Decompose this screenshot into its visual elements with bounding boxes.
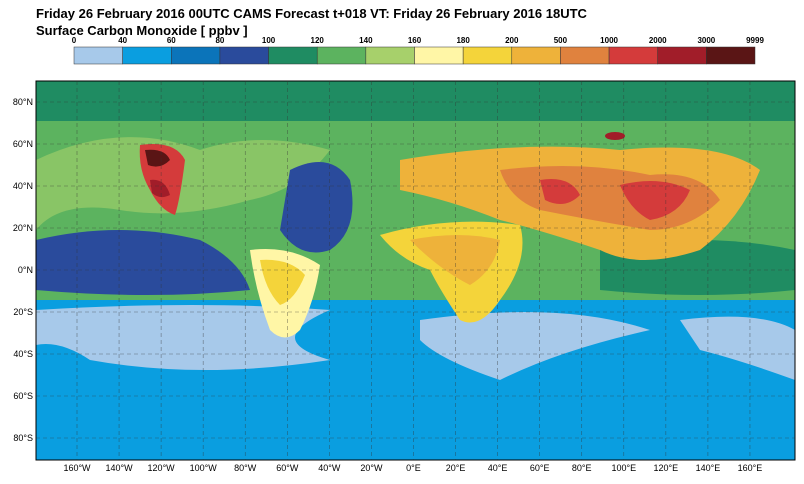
lon-label: 80°E [572, 463, 592, 473]
colorbar-swatch [122, 46, 172, 65]
colorbar-label: 120 [311, 36, 325, 45]
colorbar-swatch [560, 46, 610, 65]
title: Friday 26 February 2016 00UTC CAMS Forec… [36, 6, 588, 21]
colorbar-label: 9999 [746, 36, 764, 45]
lat-label: 20°S [13, 307, 33, 317]
colorbar-label: 160 [408, 36, 422, 45]
colorbar-label: 3000 [697, 36, 715, 45]
lon-label: 140°E [696, 463, 721, 473]
lat-label: 80°N [13, 97, 33, 107]
lat-label: 20°N [13, 223, 33, 233]
lon-label: 100°E [611, 463, 636, 473]
colorbar-swatch [171, 46, 221, 65]
lon-label: 60°W [276, 463, 299, 473]
lon-label: 20°W [360, 463, 383, 473]
lon-label: 120°E [654, 463, 679, 473]
lat-label: 60°N [13, 139, 33, 149]
colorbar-label: 100 [262, 36, 276, 45]
colorbar-label: 180 [456, 36, 470, 45]
lat-label: 80°S [13, 433, 33, 443]
colorbar-swatch [608, 46, 658, 65]
lon-label: 60°E [530, 463, 550, 473]
lon-label: 100°W [190, 463, 218, 473]
lat-label: 40°N [13, 181, 33, 191]
colorbar-swatch [73, 46, 123, 65]
subtitle: Surface Carbon Monoxide [ ppbv ] [36, 23, 248, 38]
lon-label: 140°W [105, 463, 133, 473]
colorbar-label: 80 [215, 36, 224, 45]
colorbar-label: 60 [167, 36, 176, 45]
lon-label: 80°W [234, 463, 257, 473]
lon-label: 40°W [318, 463, 341, 473]
colorbar-label: 0 [72, 36, 77, 45]
colorbar-label: 140 [359, 36, 373, 45]
colorbar: 0 40 60 80 100 120 140 160 180 200 500 1000 2000 3000… [72, 36, 764, 65]
colorbar-label: 200 [505, 36, 519, 45]
lat-label: 40°S [13, 349, 33, 359]
lon-label: 120°W [148, 463, 176, 473]
colorbar-swatch [706, 46, 756, 65]
lon-label: 40°E [488, 463, 508, 473]
lat-label: 0°N [18, 265, 33, 275]
lon-label: 160°E [738, 463, 763, 473]
colorbar-swatch [511, 46, 561, 65]
lat-label: 60°S [13, 391, 33, 401]
lon-label: 0°E [406, 463, 421, 473]
colorbar-label: 2000 [649, 36, 667, 45]
colorbar-swatch [219, 46, 269, 65]
colorbar-swatch [365, 46, 415, 65]
colorbar-label: 1000 [600, 36, 618, 45]
colorbar-swatch [268, 46, 318, 65]
lon-label: 160°W [63, 463, 91, 473]
lon-label: 20°E [446, 463, 466, 473]
colorbar-swatch [657, 46, 707, 65]
co-field [36, 81, 795, 460]
colorbar-label: 500 [554, 36, 568, 45]
graticule: 80°N 60°N 40°N 20°N 0°N 20°S 40°S 60°S 80°S 160°W… [13, 81, 795, 473]
map-frame [35, 80, 796, 461]
colorbar-label: 40 [118, 36, 127, 45]
colorbar-swatch [414, 46, 464, 65]
colorbar-swatch [462, 46, 513, 65]
colorbar-swatch [316, 46, 367, 65]
